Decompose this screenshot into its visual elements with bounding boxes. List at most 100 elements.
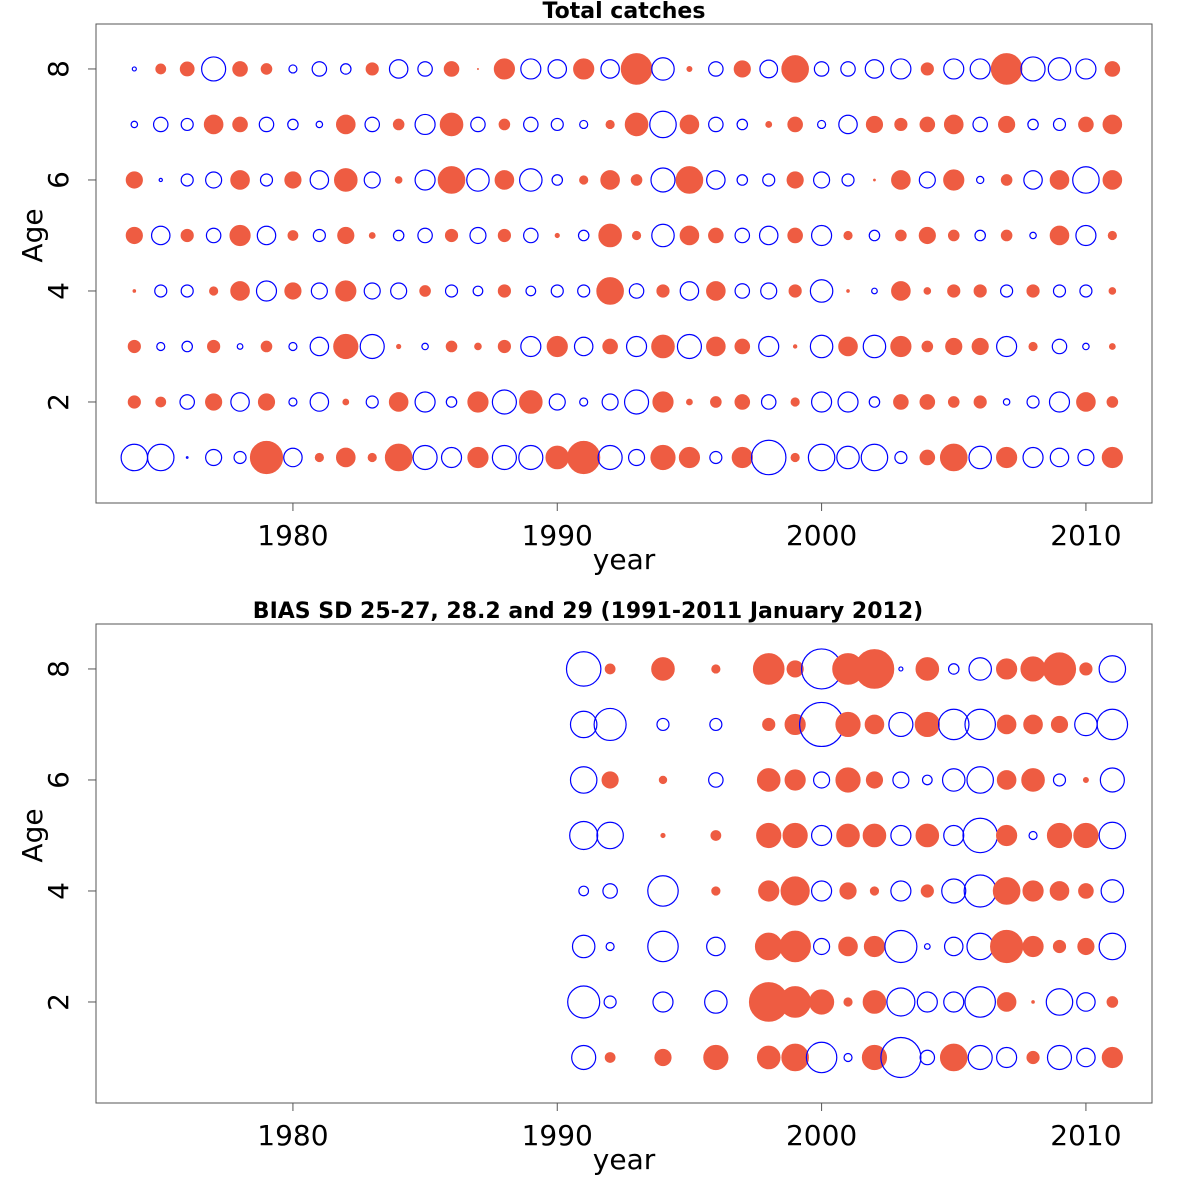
bubble [1075,58,1097,80]
bubble [257,393,276,411]
bubble [1099,767,1125,793]
bubble [1002,398,1011,406]
bubble [518,444,544,471]
bubble [1052,939,1067,954]
bubble [808,989,835,1015]
bubble [864,714,885,735]
bubble [283,447,303,468]
bubble [865,771,884,789]
bubble [708,227,724,244]
bubble [836,823,860,848]
bubble [125,171,143,189]
bubble [710,396,722,408]
bubble [788,284,802,298]
bubble [288,397,298,407]
bubble [232,116,248,133]
bubble [947,284,961,298]
bubble [968,657,992,681]
bubble [491,444,517,471]
bubble [1106,996,1119,1008]
bubble [734,394,751,410]
bubble [947,396,960,408]
bubble [394,176,403,184]
bubble [760,394,777,410]
bubble [1101,1046,1123,1069]
bubble [854,649,895,689]
bubble [467,446,489,469]
bubble [181,340,193,353]
bubble [314,452,324,463]
bubble [787,227,803,244]
bubble [631,230,642,241]
x-tick-label: 1980 [257,519,328,552]
bubble [1078,883,1094,899]
bubble [1098,932,1127,961]
bubble [604,1052,616,1063]
bubble [472,285,484,297]
bubble [1077,448,1095,467]
bubble [605,119,615,130]
bubble [816,119,827,130]
bubble [203,114,224,135]
bubble [843,997,853,1007]
bubble [838,114,858,135]
bubble [790,397,800,407]
x-tick-label: 2010 [1050,1119,1121,1152]
bubble [919,1049,936,1066]
bubble [131,66,137,72]
bubble [260,63,273,75]
bubble [1052,284,1067,298]
bubble [392,118,405,131]
bubble [1022,446,1044,469]
bubble [573,58,595,80]
bubble [781,55,809,83]
bubble [649,110,677,139]
bubble [894,450,908,465]
bubble [975,175,985,185]
bubble [943,936,964,957]
bubble [656,284,670,298]
bubble [758,335,780,358]
bubble [125,226,143,245]
bubble [1000,229,1013,242]
bubble [973,395,987,409]
bubble [1023,714,1043,735]
bubble [706,936,726,957]
bubble [602,883,618,899]
bubble [765,121,773,128]
bubble [709,450,723,465]
bubble [919,394,936,410]
bubble [1074,712,1098,737]
bubble [491,389,517,415]
bubble [1029,231,1037,240]
bubble [868,229,881,242]
bubble [497,284,511,298]
bubble [990,929,1024,964]
bubble [205,448,223,467]
bubble [494,170,515,190]
bubble [236,343,244,350]
bubble [809,334,834,359]
bubble [923,943,931,950]
bubble [943,169,965,191]
bubble [703,1044,729,1071]
bubble [835,711,861,738]
bubble [571,1044,597,1071]
bubble [996,335,1018,358]
bubble [660,832,666,839]
bubble [1077,937,1095,956]
bubble [787,116,803,133]
bubble [871,287,878,295]
bubble [368,232,376,239]
bubble [860,443,889,472]
bubble [1073,822,1099,849]
bubble [939,443,968,472]
bubble [973,284,987,298]
bubble [654,1048,672,1067]
bubble [992,877,1021,905]
bubble [523,116,539,133]
bubble [597,444,623,471]
bubble [786,660,804,678]
bubble [571,934,596,959]
